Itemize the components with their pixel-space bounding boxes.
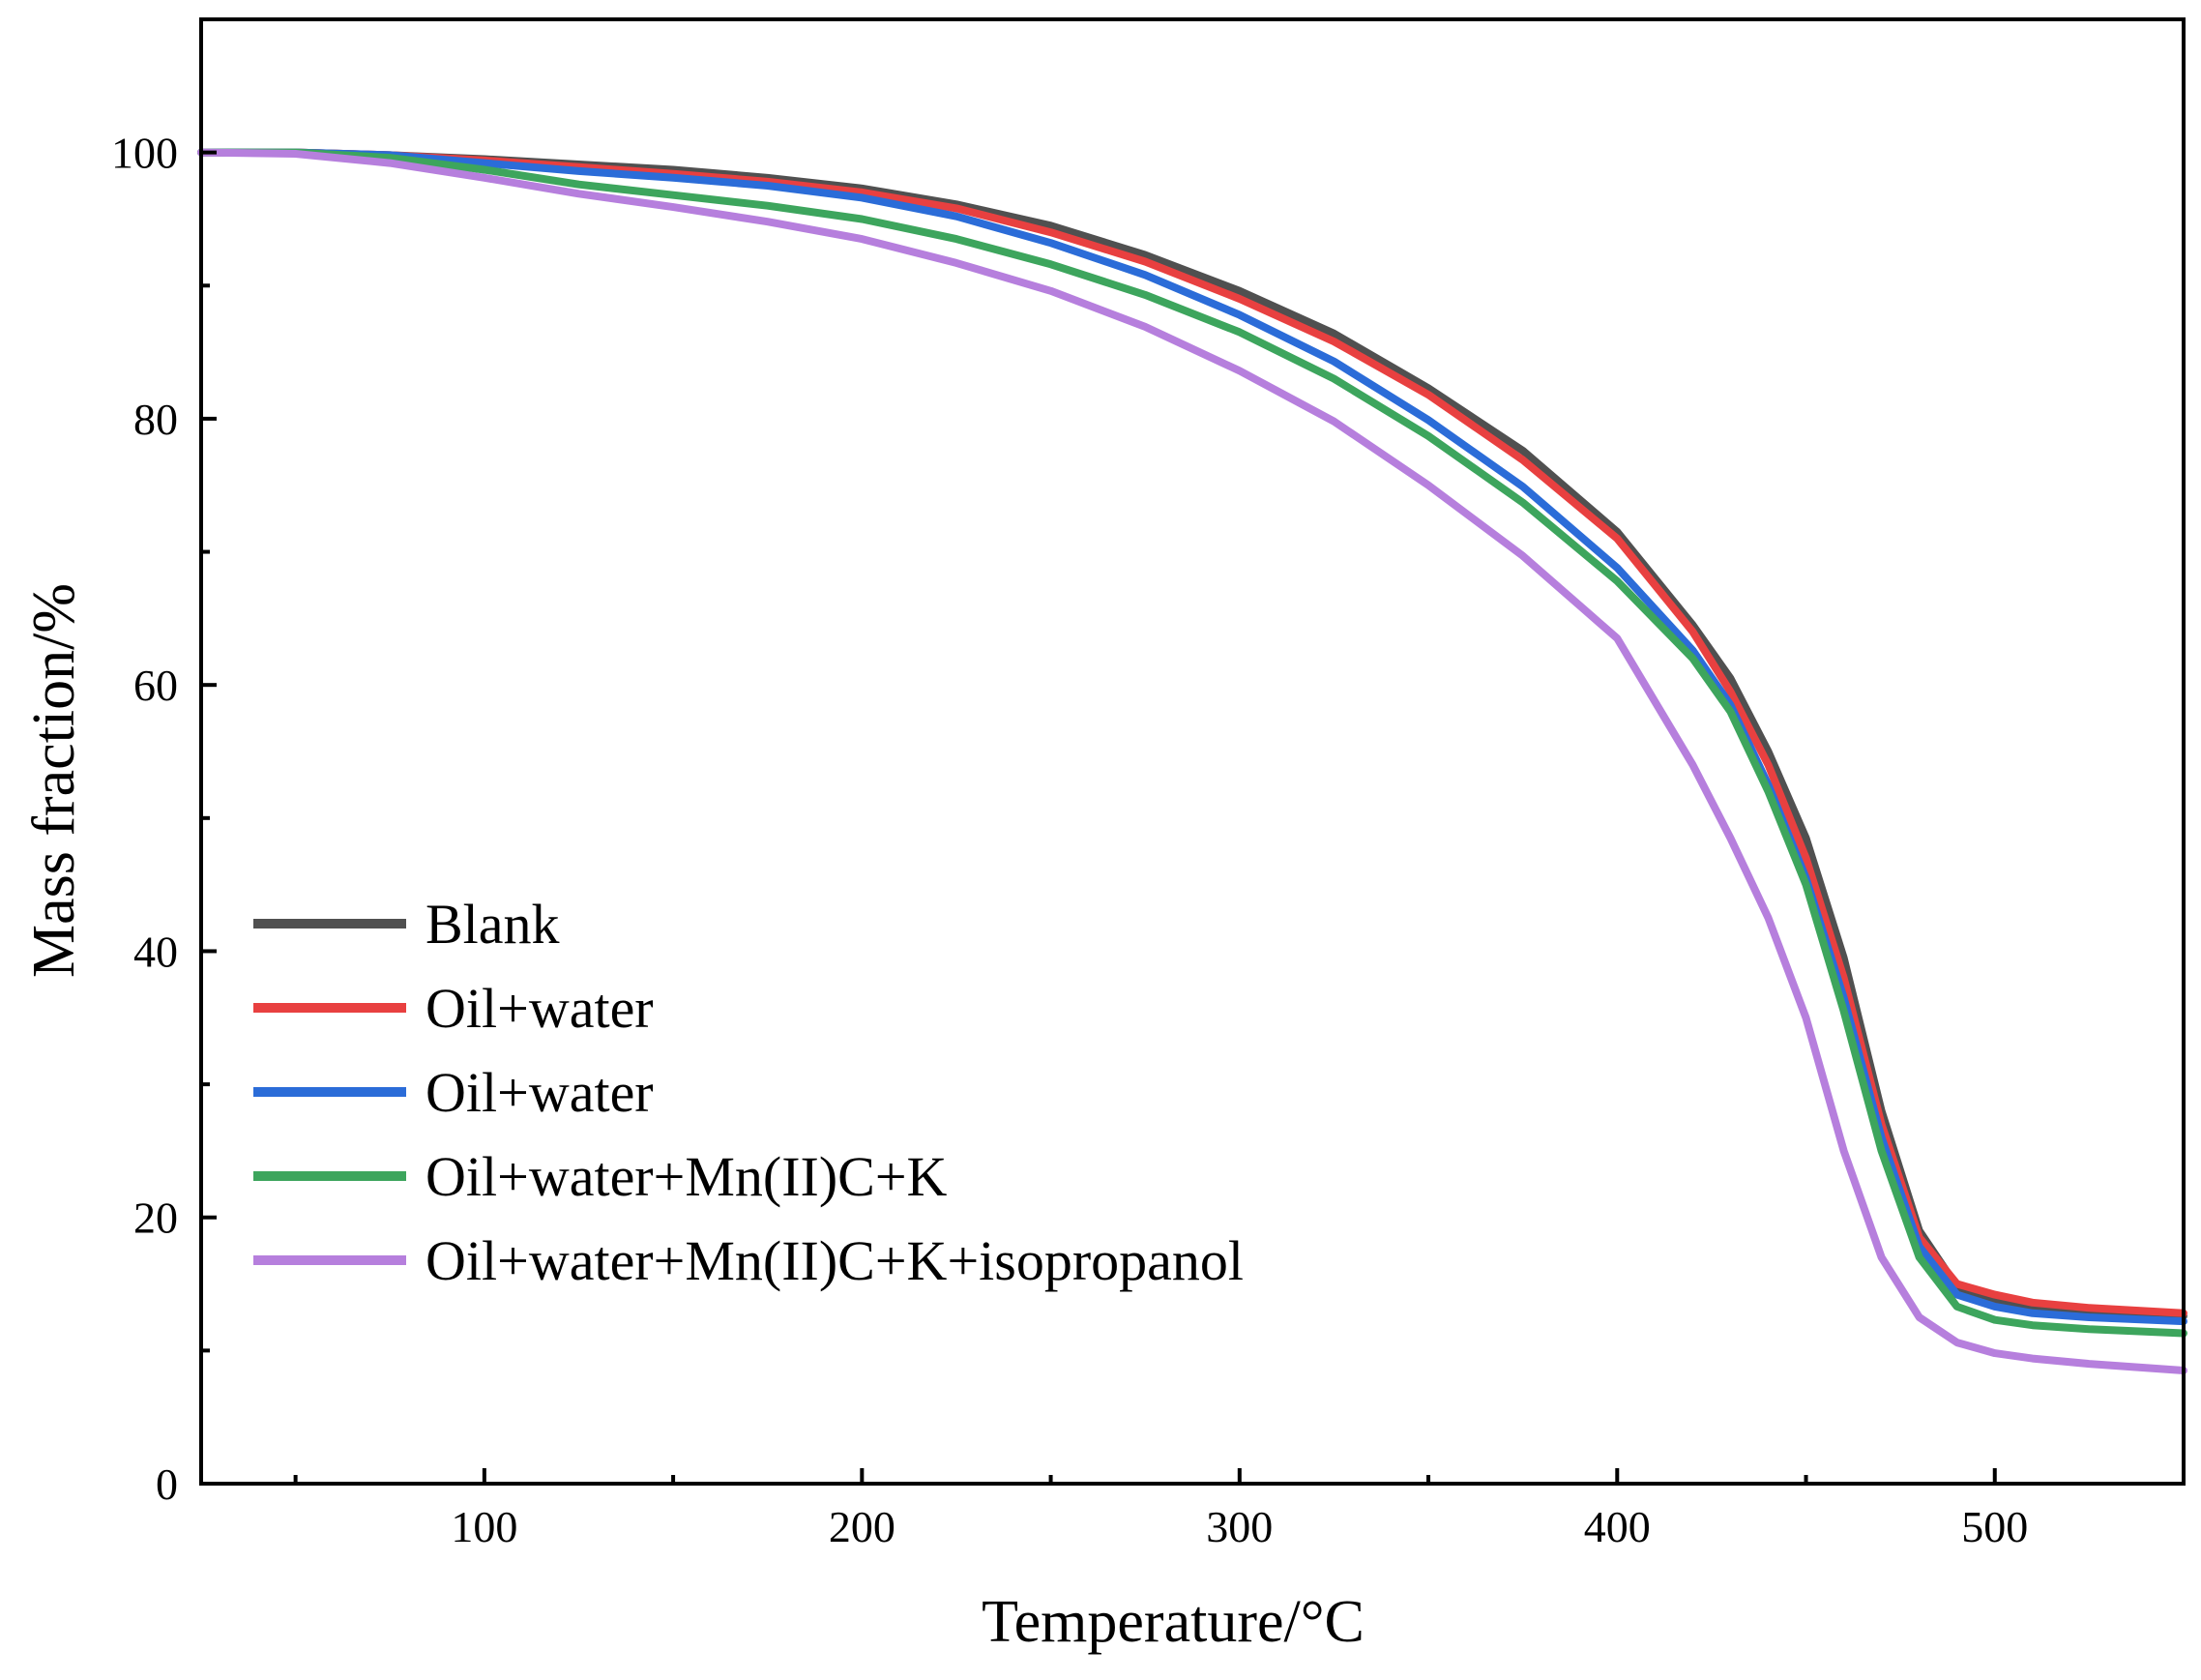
series-line-3: [197, 148, 2187, 1326]
y-tick-label: 60: [133, 661, 178, 710]
series-lines: [197, 148, 2187, 1374]
y-tick-label: 40: [133, 927, 178, 976]
y-tick-label: 80: [133, 395, 178, 444]
y-tick-label: 20: [133, 1194, 178, 1243]
x-axis-title: Temperature/°C: [982, 1589, 1365, 1655]
legend-label-1: Blank: [426, 893, 560, 956]
series-line-2: [197, 148, 2187, 1317]
y-tick-label: 0: [156, 1459, 178, 1509]
x-tick-label: 100: [451, 1502, 517, 1551]
legend-label-2: Oil+water: [426, 977, 654, 1040]
y-tick-label: 100: [111, 129, 178, 178]
series-line-4: [197, 148, 2187, 1338]
legend-label-5: Oil+water+Mn(II)C+K+isopropanol: [426, 1229, 1244, 1292]
series-line-5: [197, 148, 2187, 1374]
axis-ticks: [201, 150, 1997, 1486]
x-tick-label: 200: [829, 1502, 895, 1551]
legend: Blank Oil+water Oil+water Oil+water+Mn(II)C…: [253, 893, 1244, 1292]
x-tick-label: 400: [1584, 1502, 1651, 1551]
x-tick-label: 300: [1206, 1502, 1273, 1551]
x-tick-label: 500: [1961, 1502, 2028, 1551]
legend-label-4: Oil+water+Mn(II)C+K: [426, 1145, 948, 1208]
y-axis-title: Mass fraction/%: [21, 583, 87, 978]
plot-frame: [199, 17, 2186, 1486]
tick-labels: 100 200 300 400 500 0 20 40 60 80 100: [111, 129, 2028, 1551]
legend-label-3: Oil+water: [426, 1061, 654, 1124]
